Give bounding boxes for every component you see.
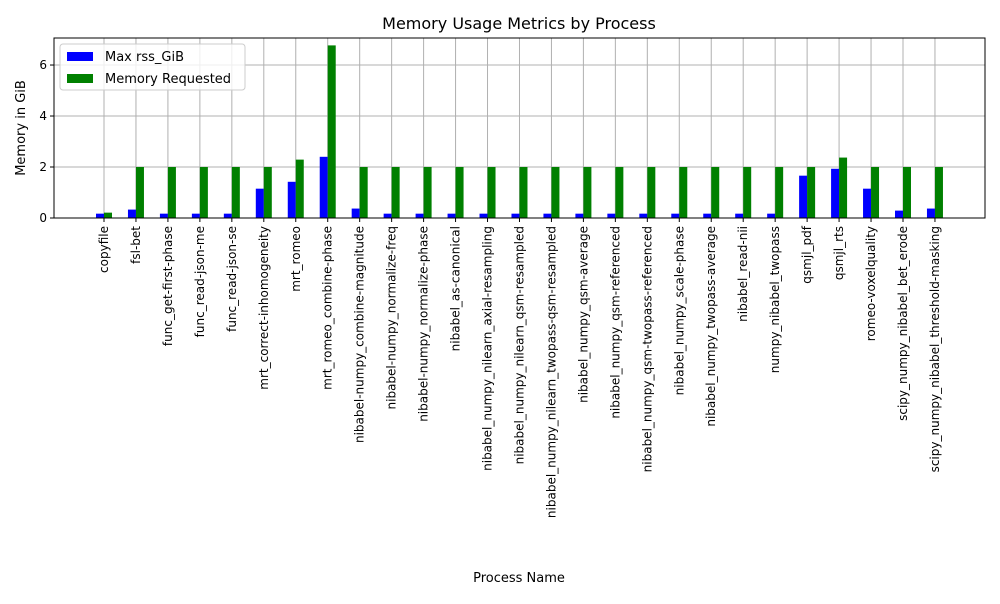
bar-memory-requested [199, 167, 208, 218]
bar-max-rss [96, 213, 104, 218]
bar-max-rss [447, 213, 456, 218]
bar-max-rss [415, 213, 424, 218]
x-tick-label: nibabel_numpy_scale-phase [672, 226, 686, 395]
x-tick-label: mrt_romeo [289, 226, 303, 292]
x-tick-label: nibabel-numpy_normalize-phase [417, 226, 431, 422]
x-tick-label: nibabel_read-nii [736, 226, 750, 322]
x-tick-label: nibabel_numpy_qsm-twopass-referenced [640, 226, 654, 472]
x-tick-label: mrt_correct-inhomogeneity [257, 226, 271, 390]
bar-max-rss [351, 208, 360, 218]
x-tick-label: scipy_numpy_nibabel_bet_erode [896, 226, 910, 421]
legend-label: Memory Requested [105, 72, 231, 87]
legend-swatch [67, 52, 93, 61]
bar-memory-requested [359, 167, 368, 218]
x-tick-label: nibabel-numpy_combine-magnitude [353, 226, 367, 443]
y-tick-label: 6 [39, 58, 47, 72]
bar-memory-requested [263, 167, 272, 218]
bar-max-rss [639, 213, 648, 218]
bar-max-rss [863, 188, 872, 218]
x-tick-label: nibabel_numpy_nilearn_qsm-resampled [512, 226, 526, 464]
bar-memory-requested [327, 45, 336, 218]
bar-memory-requested [551, 167, 560, 218]
x-tick-label: copyfile [97, 226, 111, 273]
y-tick-label: 4 [39, 109, 47, 123]
bar-memory-requested [487, 167, 496, 218]
x-tick-label: fsl-bet [129, 226, 143, 264]
bar-memory-requested [871, 167, 880, 218]
bar-max-rss [479, 213, 488, 218]
bar-max-rss [575, 213, 584, 218]
x-tick-label: numpy_nibabel_twopass [768, 226, 782, 373]
bar-max-rss [383, 213, 392, 218]
x-tick-label: nibabel-numpy_normalize-freq [385, 226, 399, 409]
bar-max-rss [831, 168, 840, 218]
legend-label: Max rss_GiB [105, 50, 184, 65]
bar-max-rss [703, 213, 712, 218]
bar-max-rss [735, 213, 744, 218]
y-tick-label: 2 [39, 160, 47, 174]
bar-memory-requested [711, 167, 720, 218]
x-tick-label: qsmjl_rts [832, 226, 846, 280]
legend-box [59, 43, 246, 91]
bar-max-rss [767, 213, 776, 218]
bar-max-rss [543, 213, 552, 218]
bar-memory-requested [615, 167, 624, 218]
bar-max-rss [671, 213, 680, 218]
bar-max-rss [319, 156, 328, 218]
x-tick-label: func_read-json-me [193, 226, 207, 337]
x-tick-label: nibabel_numpy_qsm-average [576, 226, 590, 403]
bar-memory-requested [839, 157, 848, 218]
x-tick-label: romeo-voxelquality [864, 226, 878, 341]
x-tick-label: func_read-json-se [225, 226, 239, 332]
bar-memory-requested [167, 167, 176, 218]
bar-memory-requested [775, 167, 784, 218]
bar-max-rss [607, 213, 616, 218]
x-tick-label: qsmjl_pdf [800, 225, 814, 283]
bar-max-rss [511, 213, 520, 218]
bar-memory-requested [104, 212, 112, 218]
x-tick-label: scipy_numpy_nibabel_threshold-masking [928, 226, 942, 472]
x-tick-label: nibabel_numpy_twopass-average [704, 226, 718, 427]
x-tick-label: nibabel_numpy_nilearn_twopass-qsm-resamp… [544, 226, 558, 518]
x-tick-label: nibabel_as-canonical [449, 226, 463, 351]
bar-max-rss [799, 175, 808, 218]
chart-title: Memory Usage Metrics by Process [382, 14, 656, 33]
bar-memory-requested [807, 167, 816, 218]
bar-max-rss [127, 209, 136, 218]
bar-memory-requested [295, 159, 304, 218]
bar-memory-requested [519, 167, 528, 218]
x-axis-label: Process Name [473, 571, 565, 586]
bar-memory-requested [583, 167, 592, 218]
bar-memory-requested [231, 167, 240, 218]
x-tick-label: nibabel_numpy_qsm-referenced [608, 226, 622, 419]
x-tick-label: func_get-first-phase [161, 226, 175, 346]
y-tick-label: 0 [39, 211, 47, 225]
legend-swatch [67, 74, 93, 83]
bar-memory-requested [423, 167, 432, 218]
bar-memory-requested [135, 167, 144, 218]
bar-max-rss [287, 181, 296, 218]
bar-memory-requested [903, 167, 911, 218]
bar-max-rss [926, 208, 935, 218]
bar-memory-requested [391, 167, 400, 218]
x-tick-label: nibabel_numpy_nilearn_axial-resampling [481, 226, 495, 471]
bar-max-rss [191, 213, 200, 218]
bar-memory-requested [934, 167, 943, 218]
bar-memory-requested [647, 167, 656, 218]
bar-max-rss [223, 213, 232, 218]
bar-max-rss [895, 210, 903, 218]
plot-frame [53, 37, 986, 219]
bar-memory-requested [743, 167, 752, 218]
y-axis-label: Memory in GiB [14, 80, 29, 176]
x-tick-label: mrt_romeo_combine-phase [321, 226, 335, 390]
bar-max-rss [255, 188, 264, 218]
bar-memory-requested [679, 167, 688, 218]
bar-memory-requested [455, 167, 464, 218]
bar-max-rss [159, 213, 168, 218]
